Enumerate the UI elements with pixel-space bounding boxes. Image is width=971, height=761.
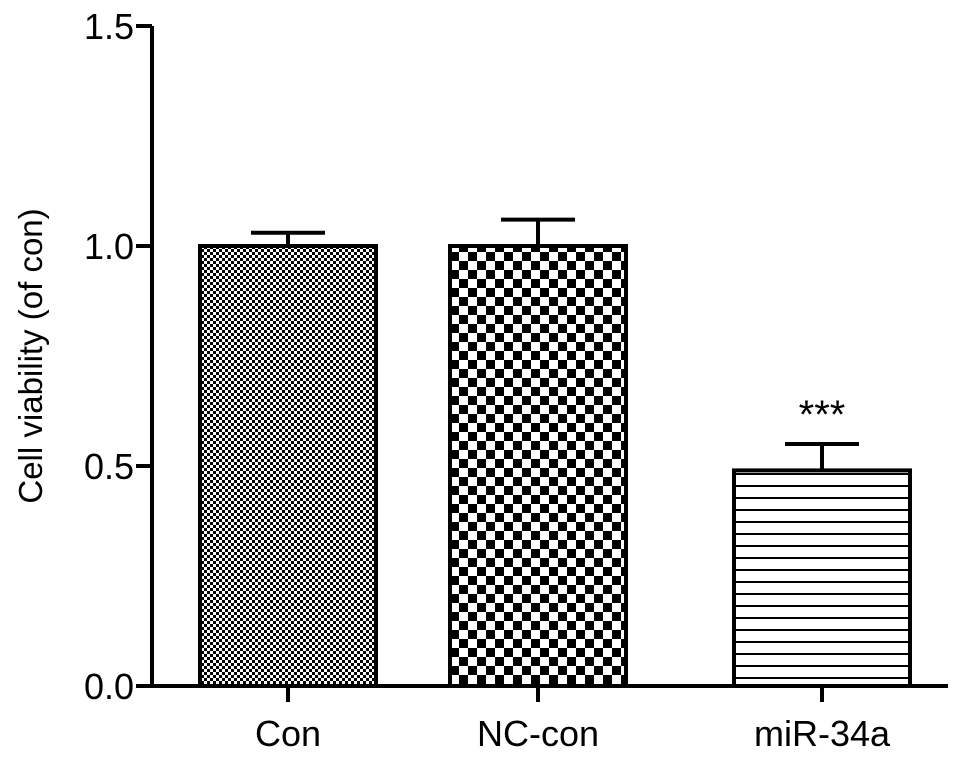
x-category-label: NC-con: [477, 713, 599, 754]
error-bar-nc-con: [501, 217, 575, 246]
axes: [150, 26, 948, 688]
bar-mir-34a: [732, 468, 912, 688]
x-category-label: Con: [255, 713, 321, 754]
significance-label: ***: [799, 393, 846, 437]
bar-con: [198, 244, 378, 688]
error-bar-mir-34a: [785, 442, 859, 471]
y-tick-label: 1.0: [84, 226, 134, 267]
y-ticks: 0.0 0.5 1.0 1.5: [84, 6, 152, 707]
error-bars-layer: ***: [251, 217, 859, 471]
y-tick-label: 0.0: [84, 666, 134, 707]
y-axis-title: Cell viability (of con): [12, 208, 49, 503]
bar-nc-con: [448, 244, 628, 688]
error-bar-con: [251, 230, 325, 246]
x-category-label: miR-34a: [754, 713, 891, 754]
x-ticks: Con NC-con miR-34a: [255, 686, 891, 754]
y-tick-label: 1.5: [84, 6, 134, 47]
y-tick-label: 0.5: [84, 446, 134, 487]
bars-layer: [198, 244, 912, 688]
